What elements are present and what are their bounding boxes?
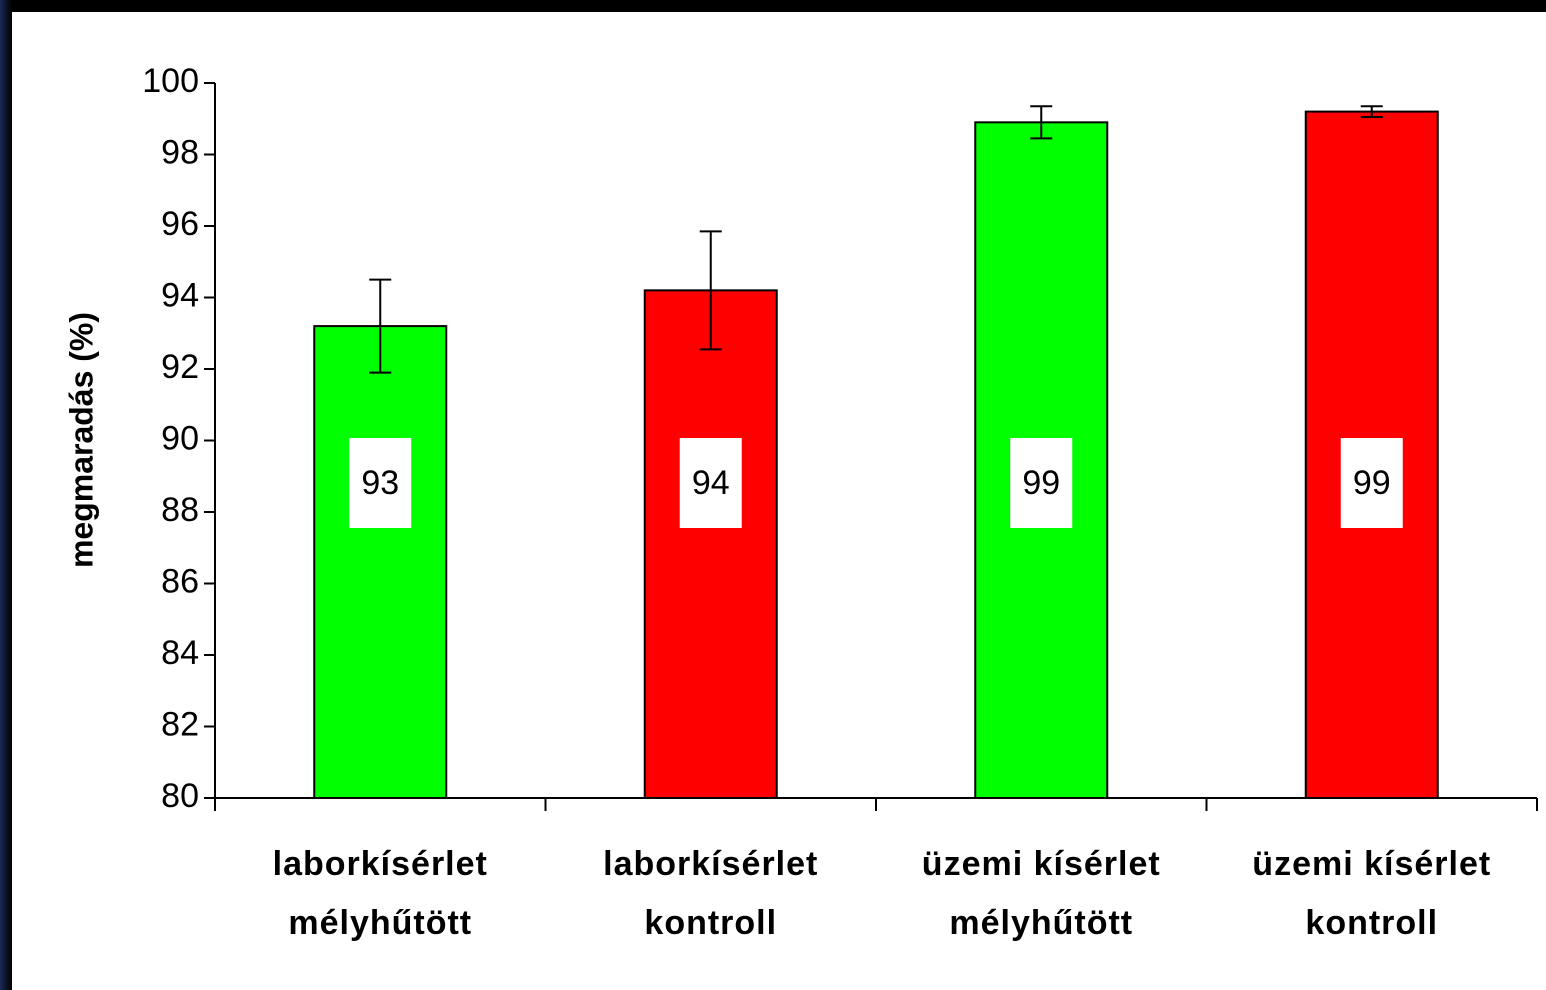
plot-background [12,12,1546,990]
value-label-box [1340,438,1403,528]
x-tick-label: mélyhűtött [949,904,1133,942]
value-label: 99 [1353,464,1391,502]
x-tick-label: kontroll [1305,904,1438,942]
x-tick-label: üzemi kísérlet [922,845,1161,883]
y-tick-label: 94 [161,276,199,314]
value-label-box [1010,438,1073,528]
bar [643,289,778,799]
y-tick-label: 90 [161,419,199,457]
y-tick-label: 80 [161,777,199,815]
value-label: 99 [1022,464,1060,502]
y-axis-label: megmaradás (%) [63,312,99,568]
x-tick-label: laborkísérlet [603,845,818,883]
bar [313,325,448,799]
y-tick-label: 86 [161,562,199,600]
value-label-box [349,438,412,528]
y-tick-label: 84 [161,634,199,672]
y-tick-label: 98 [161,133,199,171]
y-tick-label: 100 [142,62,199,100]
value-label-box [679,438,742,528]
y-tick-label: 88 [161,491,199,529]
x-tick-label: mélyhűtött [288,904,472,942]
x-tick-label: üzemi kísérlet [1252,845,1491,883]
y-tick-label: 96 [161,205,199,243]
value-label: 93 [361,464,399,502]
x-tick-label: kontroll [644,904,777,942]
y-tick-label: 82 [161,705,199,743]
frame-edge [0,0,12,990]
value-label: 94 [692,464,730,502]
x-tick-label: laborkísérlet [273,845,488,883]
y-tick-label: 92 [161,348,199,386]
